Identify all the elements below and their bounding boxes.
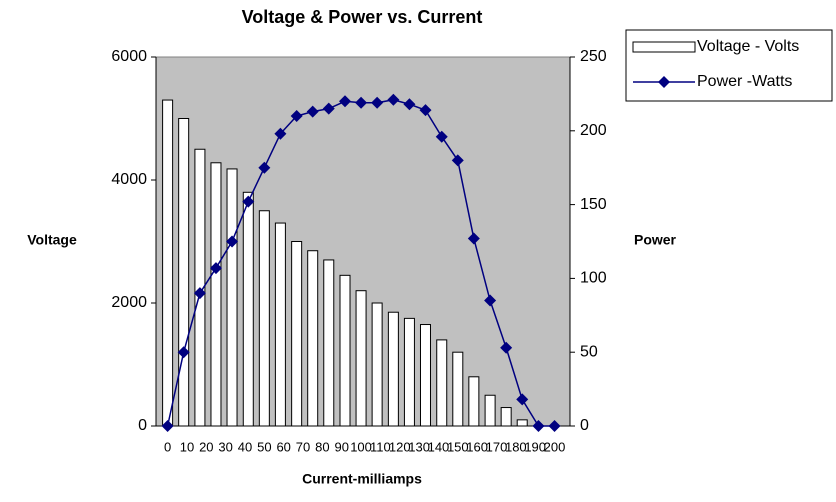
marker [532,420,545,432]
marker [274,127,287,140]
marker [209,262,222,275]
x-tick-label: 110 [370,439,391,454]
legend-marker [658,76,670,88]
marker [193,287,206,300]
y2-tick-label: 100 [580,270,607,287]
bar [291,241,303,427]
y2-tick-label: 50 [580,343,598,360]
x-tick-label: 160 [466,439,488,454]
marker [403,98,416,111]
legend-swatch [632,41,696,53]
bar [226,168,238,427]
bar [307,250,319,427]
marker [516,393,529,406]
y-axis-label: Voltage [27,232,77,248]
marker [419,104,432,117]
x-tick-label: 20 [199,439,213,454]
marker [548,420,561,432]
y2-tick-label: 150 [580,196,607,213]
x-tick-label: 30 [218,439,232,454]
chart-title: Voltage & Power vs. Current [242,7,483,27]
marker [435,130,448,143]
x-axis-label: Current-milliamps [302,471,422,487]
x-tick-label: 170 [486,439,508,454]
x-tick-label: 70 [296,439,310,454]
y2-axis-label: Power [634,232,677,248]
x-tick-label: 130 [408,439,430,454]
y-tick-label: 6000 [111,48,147,65]
bar [387,311,399,427]
x-tick-label: 190 [524,439,546,454]
marker [387,93,400,106]
y-tick-label: 2000 [111,294,147,311]
marker [290,110,303,123]
bar [178,118,190,427]
bar [436,339,448,427]
y2-tick-label: 200 [580,122,607,139]
bar [516,419,528,427]
x-tick-label: 0 [164,439,171,454]
legend-label: Power -Watts [697,73,792,90]
marker [451,154,464,167]
x-tick-label: 60 [276,439,290,454]
y-tick-label: 0 [138,417,147,434]
x-tick-label: 10 [180,439,194,454]
marker [339,95,352,108]
bar [371,302,383,427]
bar [210,162,222,427]
bar [258,210,270,427]
marker [242,195,255,208]
bar [274,222,286,427]
bar [419,324,431,427]
marker [355,96,368,109]
y2-tick-label: 250 [580,48,607,65]
marker [258,161,271,174]
bar [452,351,464,427]
x-tick-label: 90 [334,439,348,454]
marker [500,341,513,354]
marker [226,235,239,248]
x-tick-label: 200 [544,439,566,454]
bar [242,191,254,427]
bar [355,290,367,427]
marker [484,294,497,307]
x-tick-label: 180 [505,439,527,454]
bar [403,317,415,427]
marker [322,102,335,115]
bar [484,394,496,427]
y-tick-label: 4000 [111,171,147,188]
bar [162,99,174,427]
x-tick-label: 120 [389,439,411,454]
marker [371,96,384,109]
bar [339,274,351,427]
y2-tick-label: 0 [580,417,589,434]
marker [161,420,174,432]
x-tick-label: 50 [257,439,271,454]
marker [177,346,190,359]
x-tick-label: 140 [428,439,450,454]
legend-label: Voltage - Volts [697,38,799,55]
x-tick-label: 80 [315,439,329,454]
marker [306,105,319,118]
bar [500,407,512,427]
x-tick-label: 40 [238,439,252,454]
bar [468,376,480,427]
marker [467,232,480,245]
x-tick-label: 100 [350,439,372,454]
bar [323,259,335,427]
x-tick-label: 150 [447,439,469,454]
